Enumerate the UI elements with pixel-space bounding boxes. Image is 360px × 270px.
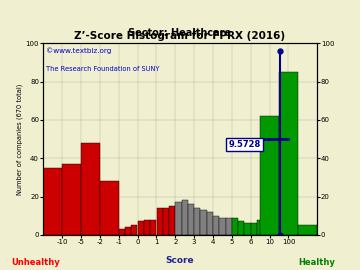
X-axis label: Score: Score	[166, 256, 194, 265]
Bar	[43, 168, 62, 235]
Text: Unhealthy: Unhealthy	[12, 258, 60, 266]
Bar	[232, 218, 238, 235]
Text: ©www.textbiz.org: ©www.textbiz.org	[46, 47, 111, 54]
Bar	[188, 204, 194, 235]
Bar	[119, 229, 125, 235]
Bar	[257, 220, 263, 235]
Bar	[144, 220, 150, 235]
Bar	[298, 225, 317, 235]
Bar	[181, 200, 188, 235]
Bar	[251, 223, 257, 235]
Bar	[138, 221, 144, 235]
Bar	[157, 208, 163, 235]
Bar	[194, 208, 201, 235]
Text: Sector: Healthcare: Sector: Healthcare	[129, 28, 231, 38]
Text: Healthy: Healthy	[298, 258, 335, 266]
Bar	[150, 220, 156, 235]
Bar	[81, 143, 100, 235]
Bar	[207, 212, 213, 235]
Bar	[201, 210, 207, 235]
Bar	[226, 218, 232, 235]
Bar	[163, 208, 169, 235]
Bar	[62, 164, 81, 235]
Bar	[213, 216, 219, 235]
Bar	[260, 116, 279, 235]
Bar	[279, 72, 298, 235]
Bar	[125, 227, 131, 235]
Bar	[244, 223, 251, 235]
Bar	[175, 202, 181, 235]
Y-axis label: Number of companies (670 total): Number of companies (670 total)	[16, 83, 23, 195]
Bar	[219, 218, 226, 235]
Text: 9.5728: 9.5728	[228, 140, 261, 149]
Bar	[131, 225, 138, 235]
Text: The Research Foundation of SUNY: The Research Foundation of SUNY	[46, 66, 159, 72]
Bar	[100, 181, 119, 235]
Bar	[238, 221, 244, 235]
Bar	[263, 220, 270, 235]
Title: Z’-Score Histogram for FPRX (2016): Z’-Score Histogram for FPRX (2016)	[75, 31, 285, 41]
Bar	[169, 206, 175, 235]
